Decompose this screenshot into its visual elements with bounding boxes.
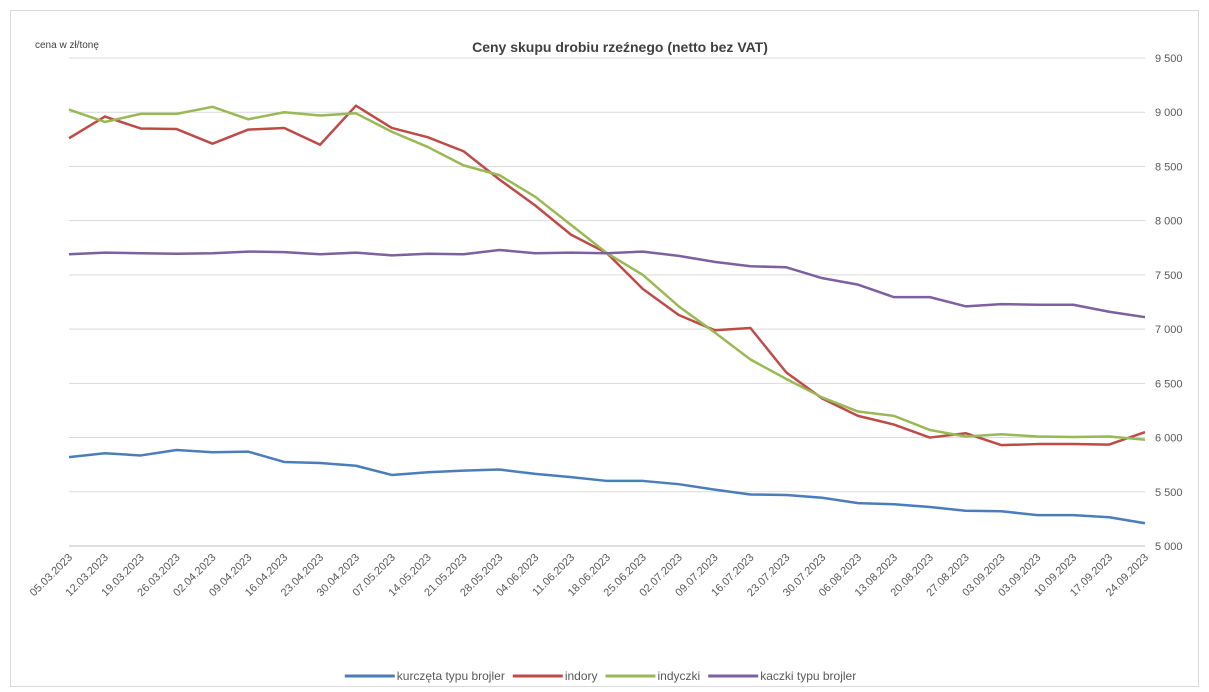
- chart-border: [10, 10, 1199, 687]
- legend-label: kaczki typu brojler: [760, 669, 856, 683]
- y-axis-label: cena w zł/tonę: [35, 40, 99, 51]
- y-tick-label: 9 500: [1155, 53, 1183, 65]
- series-line: [68, 448, 1146, 525]
- y-tick-label: 8 500: [1155, 161, 1183, 173]
- series-line: [68, 248, 1146, 319]
- y-tick-label: 9 000: [1155, 107, 1183, 119]
- y-tick-label: 6 000: [1155, 433, 1183, 445]
- y-tick-label: 6 500: [1155, 378, 1183, 390]
- y-tick-label: 7 500: [1155, 270, 1183, 282]
- legend: kurczęta typu brojler indory indyczki kaczk…: [344, 669, 856, 683]
- y-tick-label: 5 500: [1155, 487, 1183, 499]
- legend-label: indory: [565, 669, 598, 683]
- chart-title: Ceny skupu drobiu rzeźnego (netto bez VA…: [472, 39, 768, 55]
- y-tick-label: 7 000: [1155, 324, 1183, 336]
- legend-label: kurczęta typu brojler: [397, 669, 505, 683]
- y-tick-label: 8 000: [1155, 216, 1183, 228]
- y-tick-label: 5 000: [1155, 541, 1183, 553]
- legend-label: indyczki: [658, 669, 701, 683]
